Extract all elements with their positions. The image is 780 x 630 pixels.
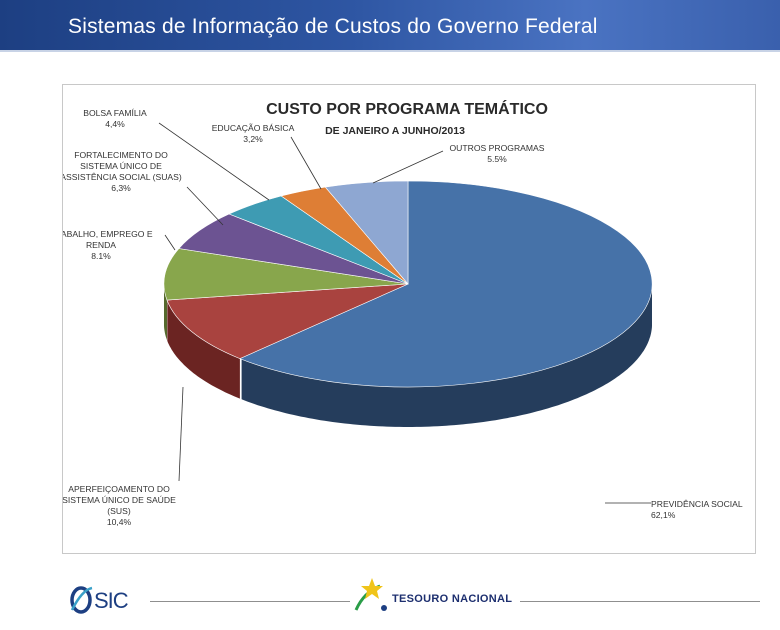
- leader-line-outros-programas: [372, 150, 444, 184]
- data-label-name-fortalecimento-do-sistema-unico-de-assistencia-social-suas: SISTEMA ÚNICO DE: [80, 161, 162, 171]
- data-label-name-educacao-basica: EDUCAÇÃO BÁSICA: [212, 123, 295, 133]
- sic-logo-text: SIC: [94, 588, 129, 613]
- data-label-name-trabalho-emprego-e-renda: RENDA: [86, 240, 116, 250]
- sic-logo: SIC: [70, 586, 130, 614]
- pie-leaders: [158, 122, 651, 504]
- data-label-name-fortalecimento-do-sistema-unico-de-assistencia-social-suas: FORTALECIMENTO DO: [74, 150, 168, 160]
- leader-line-aperfeicoamento-do-sistema-unico-de-saude-sus: [178, 386, 184, 482]
- data-label-name-fortalecimento-do-sistema-unico-de-assistencia-social-suas: ASSISTÊNCIA SOCIAL (SUAS): [63, 172, 182, 182]
- data-label-value-bolsa-familia: 4,4%: [105, 119, 125, 129]
- leader-line-educacao-basica: [290, 136, 322, 190]
- data-label-name-aperfeicoamento-do-sistema-unico-de-saude-sus: SISTEMA ÚNICO DE SAÚDE: [63, 495, 176, 505]
- pie-side-previdencia-social: [241, 284, 652, 427]
- data-label-value-aperfeicoamento-do-sistema-unico-de-saude-sus: 10,4%: [107, 517, 132, 527]
- pie-side-aperfeicoamento-do-sistema-unico-de-saude-sus: [167, 300, 240, 399]
- leader-line-trabalho-emprego-e-renda: [164, 234, 176, 251]
- chart-title: CUSTO POR PROGRAMA TEMÁTICO: [266, 99, 548, 118]
- page-title: Sistemas de Informação de Custos do Gove…: [68, 15, 598, 38]
- tesouro-logo-dot: [381, 605, 387, 611]
- footer-divider-left: [150, 601, 350, 602]
- tesouro-logo-text: TESOURO NACIONAL: [392, 593, 513, 605]
- data-label-value-educacao-basica: 3,2%: [243, 134, 263, 144]
- tesouro-logo: [354, 578, 387, 611]
- pie-slice-aperfeicoamento-do-sistema-unico-de-saude-sus: [166, 283, 409, 359]
- data-label-value-fortalecimento-do-sistema-unico-de-assistencia-social-suas: 6,3%: [111, 183, 131, 193]
- pie-tops: [163, 180, 653, 388]
- data-label-name-outros-programas: OUTROS PROGRAMAS: [449, 143, 544, 153]
- footer-divider-right: [520, 601, 760, 602]
- sic-logo-swoosh: [70, 586, 92, 614]
- tesouro-logo-star: [361, 578, 383, 599]
- data-label-name-aperfeicoamento-do-sistema-unico-de-saude-sus: APERFEIÇOAMENTO DO: [68, 484, 170, 494]
- leader-line-bolsa-familia: [158, 122, 270, 201]
- data-label-value-previdencia-social: 62,1%: [651, 510, 676, 520]
- chart-subtitle: DE JANEIRO A JUNHO/2013: [325, 125, 465, 137]
- data-label-value-trabalho-emprego-e-renda: 8.1%: [91, 251, 111, 261]
- pie-slice-outros-programas: [324, 180, 409, 285]
- chart-frame: PREVIDÊNCIA SOCIAL 62,1% APERFEIÇOAMENTO D…: [62, 84, 756, 554]
- data-label-name-previdencia-social: PREVIDÊNCIA SOCIAL: [651, 499, 743, 509]
- pie-slice-trabalho-emprego-e-renda: [163, 248, 409, 301]
- header-bar: Sistemas de Informação de Custos do Gove…: [0, 0, 780, 52]
- sic-logo-accent: [70, 586, 93, 611]
- data-label-value-outros-programas: 5.5%: [487, 154, 507, 164]
- data-label-name-trabalho-emprego-e-renda: TRABALHO, EMPREGO E: [63, 229, 153, 239]
- leader-line-fortalecimento-do-sistema-unico-de-assistencia-social-suas: [186, 186, 224, 226]
- data-label-name-bolsa-familia: BOLSA FAMÍLIA: [83, 108, 147, 118]
- data-label-name-aperfeicoamento-do-sistema-unico-de-saude-sus: (SUS): [107, 506, 131, 516]
- pie-slice-previdencia-social: [239, 180, 653, 388]
